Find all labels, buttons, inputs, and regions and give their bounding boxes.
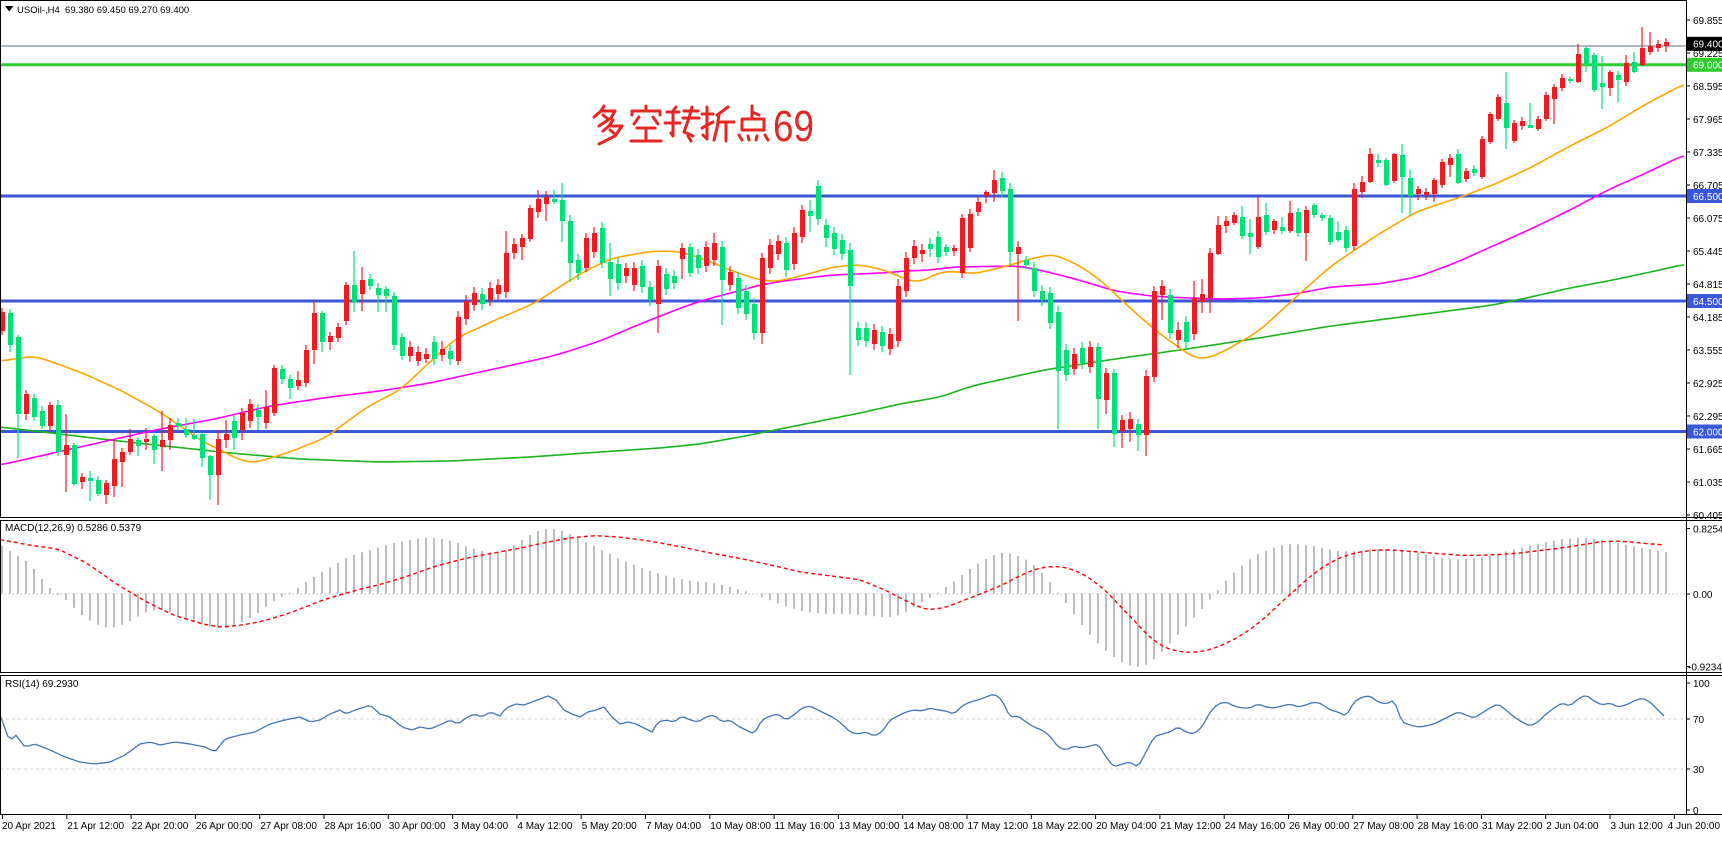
svg-text:22 Apr 20:00: 22 Apr 20:00 bbox=[132, 821, 189, 832]
svg-text:30: 30 bbox=[1693, 765, 1705, 776]
svg-text:64.500: 64.500 bbox=[1693, 297, 1722, 308]
svg-text:70: 70 bbox=[1693, 715, 1705, 726]
svg-text:26 Apr 00:00: 26 Apr 00:00 bbox=[196, 821, 253, 832]
svg-text:28 May 16:00: 28 May 16:00 bbox=[1418, 821, 1479, 832]
svg-text:67.965: 67.965 bbox=[1693, 115, 1722, 126]
svg-text:14 May 08:00: 14 May 08:00 bbox=[903, 821, 964, 832]
svg-text:62.000: 62.000 bbox=[1693, 427, 1722, 438]
svg-text:65.445: 65.445 bbox=[1693, 247, 1722, 258]
svg-text:31 May 22:00: 31 May 22:00 bbox=[1482, 821, 1543, 832]
svg-text:69.000: 69.000 bbox=[1693, 61, 1722, 72]
svg-text:30 Apr 00:00: 30 Apr 00:00 bbox=[389, 821, 446, 832]
svg-text:7 May 04:00: 7 May 04:00 bbox=[646, 821, 701, 832]
svg-text:67.335: 67.335 bbox=[1693, 148, 1722, 159]
svg-text:18 May 22:00: 18 May 22:00 bbox=[1032, 821, 1093, 832]
svg-text:64.815: 64.815 bbox=[1693, 280, 1722, 291]
svg-text:2 Jun 04:00: 2 Jun 04:00 bbox=[1546, 821, 1599, 832]
svg-text:66.705: 66.705 bbox=[1693, 181, 1722, 192]
svg-text:100: 100 bbox=[1693, 679, 1710, 690]
svg-text:RSI(14) 69.2930: RSI(14) 69.2930 bbox=[5, 679, 79, 690]
svg-text:5 May 20:00: 5 May 20:00 bbox=[582, 821, 637, 832]
svg-text:66.075: 66.075 bbox=[1693, 214, 1722, 225]
svg-text:61.665: 61.665 bbox=[1693, 445, 1722, 456]
svg-text:61.035: 61.035 bbox=[1693, 478, 1722, 489]
svg-text:62.925: 62.925 bbox=[1693, 379, 1722, 390]
svg-text:27 Apr 08:00: 27 Apr 08:00 bbox=[260, 821, 317, 832]
svg-text:-0.9234: -0.9234 bbox=[1688, 662, 1722, 673]
svg-text:24 May 16:00: 24 May 16:00 bbox=[1225, 821, 1286, 832]
svg-text:0: 0 bbox=[1693, 806, 1699, 817]
svg-text:69.855: 69.855 bbox=[1693, 16, 1722, 27]
svg-text:4 Jun 20:00: 4 Jun 20:00 bbox=[1668, 821, 1721, 832]
svg-text:USOil-,H4 69.380 69.450 69.27: USOil-,H4 69.380 69.450 69.270 69.400 bbox=[17, 5, 189, 16]
svg-text:21 May 12:00: 21 May 12:00 bbox=[1160, 821, 1221, 832]
svg-text:0.8254: 0.8254 bbox=[1693, 524, 1722, 535]
svg-text:26 May 00:00: 26 May 00:00 bbox=[1289, 821, 1350, 832]
svg-text:17 May 12:00: 17 May 12:00 bbox=[968, 821, 1029, 832]
svg-text:0.00: 0.00 bbox=[1693, 590, 1713, 601]
svg-text:69: 69 bbox=[773, 102, 814, 151]
svg-text:21 Apr 12:00: 21 Apr 12:00 bbox=[67, 821, 124, 832]
svg-text:63.555: 63.555 bbox=[1693, 346, 1722, 357]
svg-text:11 May 16:00: 11 May 16:00 bbox=[775, 821, 835, 832]
svg-text:60.405: 60.405 bbox=[1693, 511, 1722, 522]
svg-text:10 May 08:00: 10 May 08:00 bbox=[710, 821, 771, 832]
svg-text:27 May 08:00: 27 May 08:00 bbox=[1353, 821, 1414, 832]
svg-text:66.500: 66.500 bbox=[1693, 192, 1722, 203]
svg-text:20 May 04:00: 20 May 04:00 bbox=[1096, 821, 1157, 832]
svg-text:62.295: 62.295 bbox=[1693, 412, 1722, 423]
svg-text:13 May 00:00: 13 May 00:00 bbox=[839, 821, 900, 832]
svg-text:69.225: 69.225 bbox=[1693, 49, 1722, 60]
svg-text:MACD(12,26,9) 0.5286 0.5379: MACD(12,26,9) 0.5286 0.5379 bbox=[5, 523, 142, 534]
svg-text:3 Jun 12:00: 3 Jun 12:00 bbox=[1611, 821, 1664, 832]
svg-text:69.400: 69.400 bbox=[1693, 40, 1722, 51]
svg-text:4 May 12:00: 4 May 12:00 bbox=[517, 821, 572, 832]
svg-text:3 May 04:00: 3 May 04:00 bbox=[453, 821, 508, 832]
svg-text:28 Apr 16:00: 28 Apr 16:00 bbox=[325, 821, 382, 832]
svg-text:64.185: 64.185 bbox=[1693, 313, 1722, 324]
svg-text:68.595: 68.595 bbox=[1693, 82, 1722, 93]
svg-text:20 Apr 2021: 20 Apr 2021 bbox=[2, 821, 56, 832]
